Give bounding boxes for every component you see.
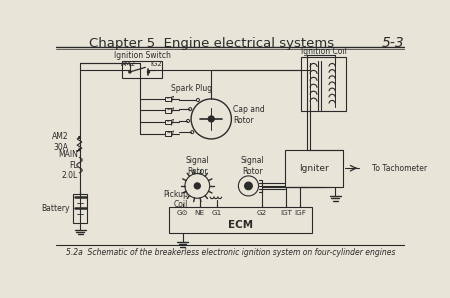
Bar [165,97,171,101]
Text: AM2
30A: AM2 30A [52,132,69,152]
Bar [169,207,312,233]
Bar [285,150,343,187]
Text: Pickup
Coil: Pickup Coil [163,190,188,209]
Circle shape [189,108,192,111]
Text: IGF: IGF [294,210,306,216]
Text: Ignition Coil: Ignition Coil [301,47,346,56]
Circle shape [79,136,81,138]
Text: Signal
Rotor: Signal Rotor [240,156,264,176]
Text: ECM: ECM [228,220,253,230]
Circle shape [191,99,231,139]
Text: Ignition Switch: Ignition Switch [114,51,171,60]
Text: IG2: IG2 [150,61,162,67]
Circle shape [187,119,189,122]
Circle shape [196,98,199,102]
Text: Chapter 5  Engine electrical systems: Chapter 5 Engine electrical systems [89,37,334,50]
Text: G1: G1 [212,210,222,216]
Bar [165,108,171,113]
Circle shape [147,71,150,73]
Circle shape [79,149,81,151]
Circle shape [208,116,214,122]
Bar [165,120,171,124]
Circle shape [194,183,200,189]
Text: Spark Plug: Spark Plug [171,84,212,93]
Text: G2: G2 [256,210,267,216]
Bar [165,131,171,136]
Text: NE: NE [194,210,205,216]
Circle shape [191,131,194,134]
Text: MAIN
FL
2.0L: MAIN FL 2.0L [58,150,78,180]
Text: Battery: Battery [42,204,70,213]
Text: 5-3: 5-3 [382,36,405,50]
Bar [122,61,162,78]
Circle shape [129,71,131,73]
Bar [301,57,346,111]
Text: To Tachometer: To Tachometer [372,164,427,173]
Text: G⊙: G⊙ [177,210,189,216]
Text: IGT: IGT [280,210,293,216]
Text: Igniter: Igniter [299,164,329,173]
Circle shape [245,182,252,190]
Text: Cap and
Rotor: Cap and Rotor [233,105,265,125]
Bar [73,194,87,223]
Text: Signal
Rotor: Signal Rotor [185,156,209,176]
Text: 5.2a  Schematic of the breakerless electronic ignition system on four-cylinder e: 5.2a Schematic of the breakerless electr… [66,249,396,257]
Circle shape [185,174,210,198]
Circle shape [238,176,259,196]
Text: AM2: AM2 [121,61,136,67]
